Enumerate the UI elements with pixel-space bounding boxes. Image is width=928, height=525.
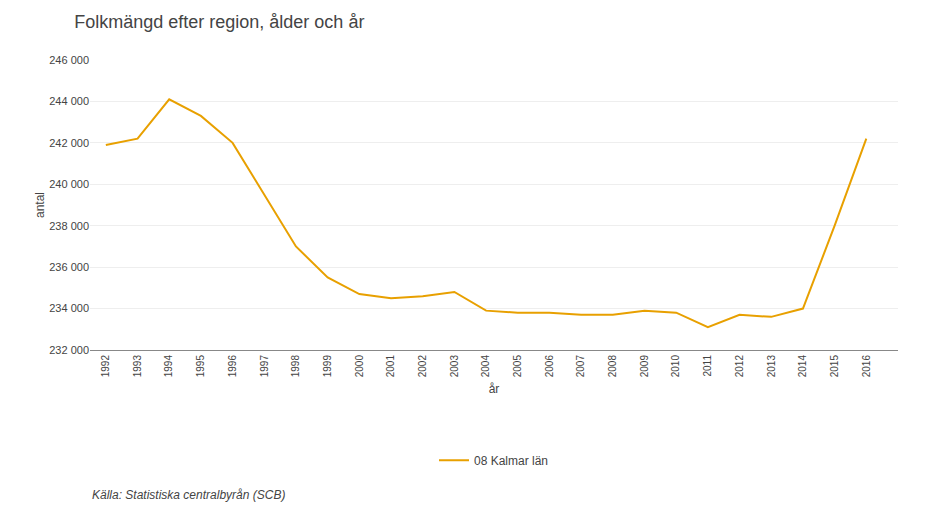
svg-text:2014: 2014 [797,355,808,378]
svg-text:238 000: 238 000 [49,220,89,232]
svg-text:2006: 2006 [544,355,555,378]
svg-text:2016: 2016 [861,355,872,378]
svg-text:2010: 2010 [670,355,681,378]
svg-text:Källa: Statistiska centralbyrå: Källa: Statistiska centralbyrån (SCB) [92,488,285,502]
svg-text:1994: 1994 [163,355,174,378]
svg-text:236 000: 236 000 [49,261,89,273]
svg-text:år: år [489,382,500,396]
svg-text:234 000: 234 000 [49,302,89,314]
svg-text:2012: 2012 [734,355,745,378]
svg-text:1996: 1996 [227,355,238,378]
svg-text:232 000: 232 000 [49,344,89,356]
svg-text:1993: 1993 [132,355,143,378]
svg-text:1999: 1999 [322,355,333,378]
svg-text:1992: 1992 [100,355,111,378]
svg-text:2008: 2008 [607,355,618,378]
svg-text:242 000: 242 000 [49,137,89,149]
svg-text:Folkmängd efter region, ålder: Folkmängd efter region, ålder och år [74,12,364,32]
svg-text:240 000: 240 000 [49,178,89,190]
svg-text:2001: 2001 [385,355,396,378]
svg-text:1998: 1998 [290,355,301,378]
svg-text:antal: antal [33,192,47,218]
svg-text:2004: 2004 [480,355,491,378]
svg-text:244 000: 244 000 [49,95,89,107]
svg-text:2015: 2015 [829,355,840,378]
svg-text:2013: 2013 [766,355,777,378]
svg-text:2011: 2011 [702,355,713,377]
svg-text:2000: 2000 [354,355,365,378]
svg-text:246 000: 246 000 [49,54,89,66]
svg-text:1995: 1995 [195,355,206,378]
svg-text:2002: 2002 [417,355,428,378]
svg-text:2005: 2005 [512,355,523,378]
svg-text:2007: 2007 [575,355,586,378]
svg-text:08 Kalmar län: 08 Kalmar län [474,454,548,468]
svg-text:1997: 1997 [259,355,270,378]
svg-text:2003: 2003 [449,355,460,378]
svg-text:2009: 2009 [639,355,650,378]
